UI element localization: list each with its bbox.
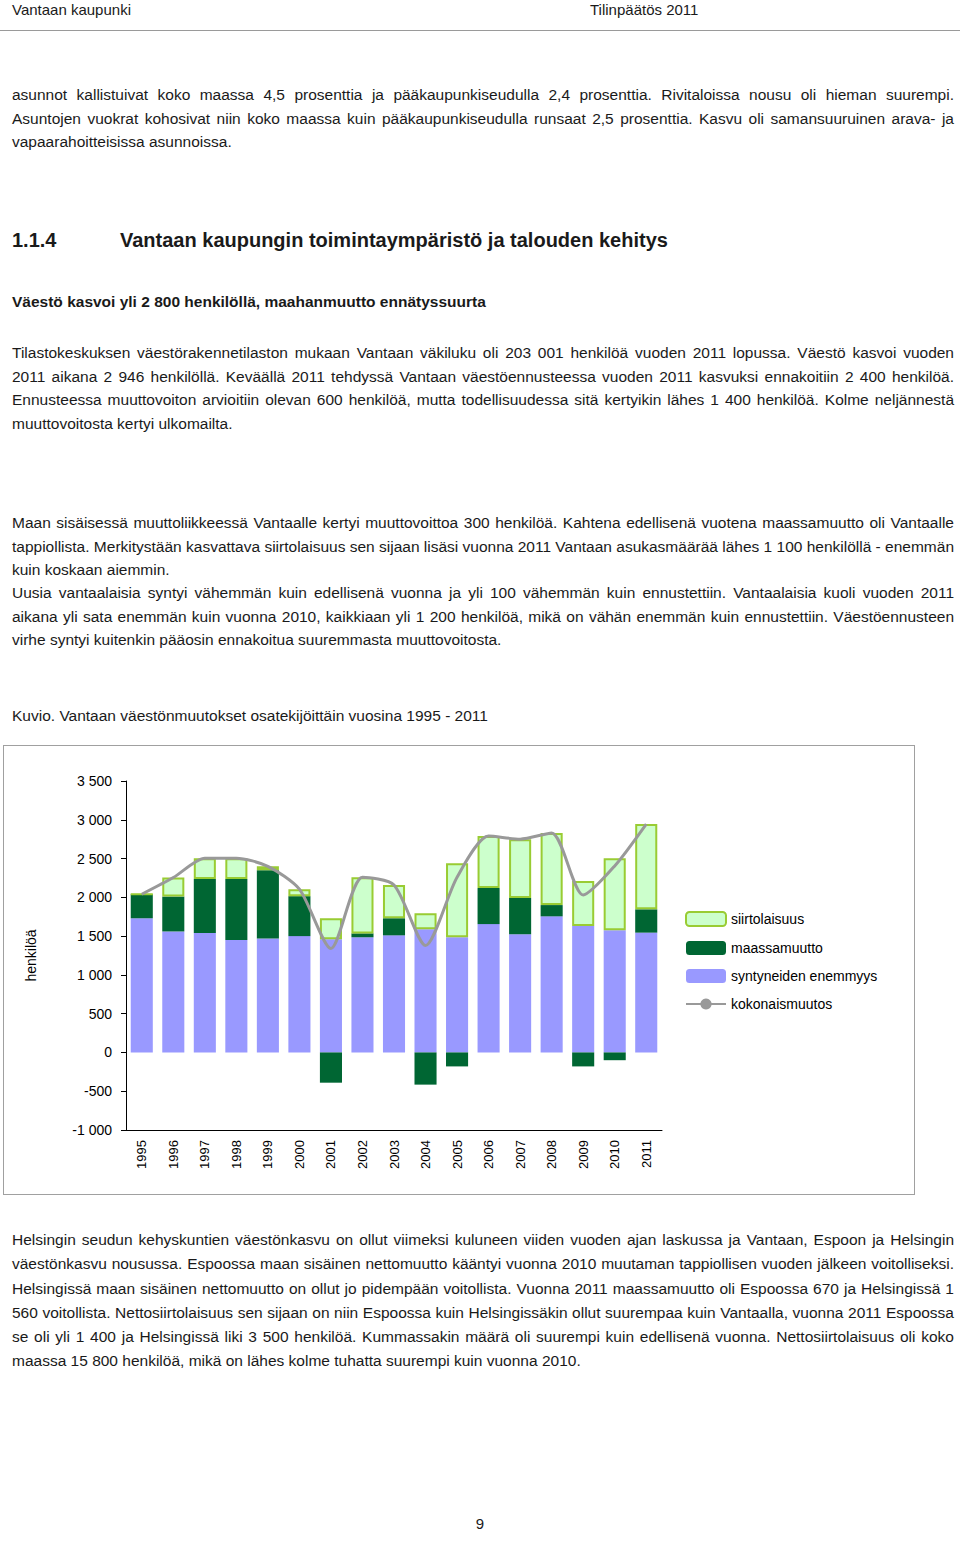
svg-text:2003: 2003 [387,1140,402,1169]
svg-text:2007: 2007 [513,1140,528,1169]
html-text:Vantaan kaupungin toimintaympä: Vantaan kaupungin toimintaympäristö ja t… [120,229,668,251]
html-text:Helsingin seudun kehyskuntien: Helsingin seudun kehyskuntien väestönkas… [12,1231,954,1370]
svg-text:1999: 1999 [260,1140,275,1169]
svg-text:-1 000: -1 000 [72,1122,112,1138]
svg-text:2004: 2004 [418,1140,433,1169]
svg-text:kokonaismuutos: kokonaismuutos [731,996,832,1012]
svg-text:2 000: 2 000 [77,889,112,905]
svg-text:2008: 2008 [544,1140,559,1169]
html-text:Maan sisäisessä muuttoliikkees: Maan sisäisessä muuttoliikkeessä Vantaal… [12,514,954,578]
svg-text:0: 0 [104,1044,112,1060]
svg-text:2011: 2011 [639,1140,654,1168]
html-text:Tilastokeskuksen väestörakenne: Tilastokeskuksen väestörakennetilaston m… [12,344,954,432]
svg-text:1998: 1998 [229,1140,244,1169]
svg-text:-500: -500 [84,1083,112,1099]
svg-text:2002: 2002 [355,1140,370,1169]
svg-text:1995: 1995 [134,1140,149,1169]
html-text:Tilinpäätös 2011: Tilinpäätös 2011 [590,1,699,18]
html-text:Vantaan kaupunki: Vantaan kaupunki [12,1,131,18]
svg-text:siirtolaisuus: siirtolaisuus [731,911,804,927]
svg-text:henkilöä: henkilöä [23,929,39,981]
svg-text:500: 500 [89,1006,113,1022]
svg-text:2 500: 2 500 [77,851,112,867]
svg-text:2010: 2010 [607,1140,622,1169]
html-text:Kuvio. Vantaan väestönmuutokse: Kuvio. Vantaan väestönmuutokset osatekij… [12,707,488,724]
svg-text:syntyneiden enemmyys: syntyneiden enemmyys [731,968,877,984]
svg-text:3 500: 3 500 [77,773,112,789]
svg-text:1 000: 1 000 [77,967,112,983]
svg-text:1996: 1996 [166,1140,181,1169]
svg-text:2000: 2000 [292,1140,307,1169]
html-text:9: 9 [475,1515,485,1532]
svg-text:1997: 1997 [197,1140,212,1169]
html-text:1.1.4: 1.1.4 [12,229,57,251]
html-text:asunnot kallistuivat koko maas: asunnot kallistuivat koko maassa 4,5 pro… [12,86,954,150]
html-text:Väestö kasvoi yli 2 800 henkil: Väestö kasvoi yli 2 800 henkilöllä, maah… [12,293,486,310]
svg-text:2006: 2006 [481,1140,496,1169]
svg-text:3 000: 3 000 [77,812,112,828]
svg-text:maassamuutto: maassamuutto [731,940,823,956]
svg-text:2005: 2005 [450,1140,465,1169]
svg-text:1 500: 1 500 [77,928,112,944]
svg-text:2001: 2001 [323,1140,338,1169]
svg-text:2009: 2009 [576,1140,591,1169]
html-text:Uusia vantaalaisia syntyi vähe: Uusia vantaalaisia syntyi vähemmän kuin … [12,584,954,648]
